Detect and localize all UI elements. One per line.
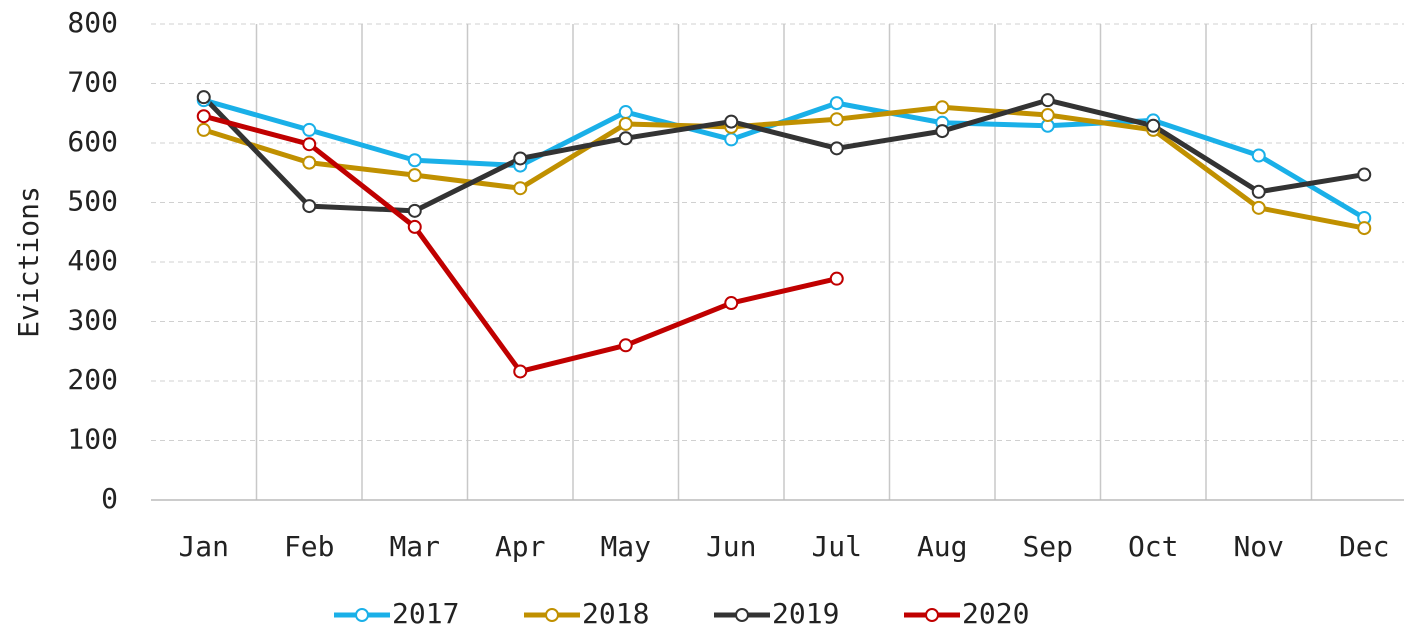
legend-label: 2019 [772, 597, 839, 630]
y-axis-label: Evictions [12, 186, 45, 338]
data-point [724, 296, 739, 311]
data-point [618, 338, 633, 353]
data-point [196, 109, 211, 124]
x-tick-label: Jun [706, 530, 757, 563]
data-point [1146, 118, 1161, 133]
x-tick-label: Feb [284, 530, 335, 563]
data-point [618, 131, 633, 146]
data-point [302, 122, 317, 137]
data-point [513, 151, 528, 166]
data-point [1251, 184, 1266, 199]
y-tick-label: 300 [67, 304, 118, 337]
x-tick-label: Mar [389, 530, 440, 563]
data-point [407, 219, 422, 234]
legend-label: 2020 [962, 597, 1029, 630]
data-point [302, 155, 317, 170]
x-tick-label: Dec [1339, 530, 1390, 563]
data-point [302, 137, 317, 152]
y-tick-label: 800 [67, 6, 118, 39]
legend-label: 2018 [582, 597, 649, 630]
legend-marker [925, 608, 939, 622]
data-point [829, 271, 844, 286]
data-point [829, 96, 844, 111]
data-point [1251, 148, 1266, 163]
data-point [513, 181, 528, 196]
y-tick-label: 500 [67, 185, 118, 218]
y-tick-label: 700 [67, 66, 118, 99]
x-tick-label: Jan [178, 530, 229, 563]
data-point [407, 168, 422, 183]
data-point [302, 199, 317, 214]
data-point [935, 124, 950, 139]
y-tick-label: 200 [67, 363, 118, 396]
series-line [203, 104, 1365, 231]
data-point [407, 203, 422, 218]
x-tick-label: May [600, 530, 651, 563]
data-point [618, 116, 633, 131]
y-tick-label: 0 [101, 482, 118, 515]
data-point [724, 114, 739, 129]
data-point [1357, 221, 1372, 236]
x-tick-label: Apr [495, 530, 546, 563]
data-point [1251, 200, 1266, 215]
data-point [829, 141, 844, 156]
y-tick-label: 100 [67, 423, 118, 456]
data-point [1357, 167, 1372, 182]
data-point [196, 122, 211, 137]
y-tick-label: 600 [67, 125, 118, 158]
legend-marker [545, 608, 559, 622]
data-point [196, 90, 211, 105]
x-tick-label: Nov [1233, 530, 1284, 563]
x-tick-label: Oct [1128, 530, 1179, 563]
data-point [935, 100, 950, 115]
y-tick-label: 400 [67, 244, 118, 277]
x-tick-label: Sep [1022, 530, 1073, 563]
data-point [829, 112, 844, 127]
data-point [618, 105, 633, 120]
data-point [513, 364, 528, 379]
x-tick-label: Jul [811, 530, 862, 563]
data-point [724, 132, 739, 147]
legend-marker [355, 608, 369, 622]
x-tick-label: Aug [917, 530, 968, 563]
data-point [1040, 108, 1055, 123]
data-point [407, 153, 422, 168]
data-point [1040, 93, 1055, 108]
legend-marker [735, 608, 749, 622]
legend-label: 2017 [392, 597, 459, 630]
